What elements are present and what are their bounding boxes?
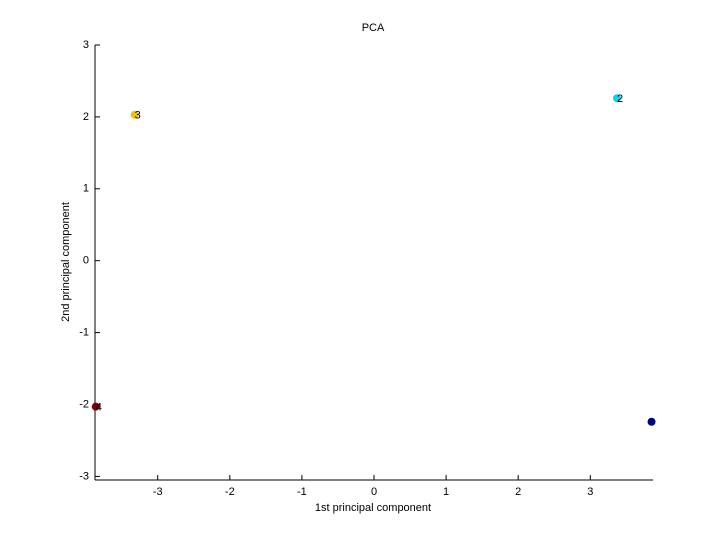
y-tick-label: -2 — [79, 398, 89, 410]
x-tick-label: 3 — [587, 486, 593, 498]
point — [130, 110, 139, 119]
point-label: 4 — [96, 402, 102, 414]
x-tick-label: 0 — [371, 486, 377, 498]
point — [91, 402, 100, 411]
point-label: 2 — [617, 93, 623, 105]
x-tick-label: 1 — [443, 486, 449, 498]
x-tick-label: -2 — [225, 486, 235, 498]
chart-title: PCA — [362, 22, 385, 34]
x-axis-label: 1st principal component — [315, 502, 431, 514]
x-tick-label: 2 — [515, 486, 521, 498]
x-tick-label: -3 — [153, 486, 163, 498]
point — [612, 94, 621, 103]
y-axis-label: 2nd principal component — [60, 202, 72, 322]
y-tick-label: -1 — [79, 327, 89, 339]
y-tick-label: 0 — [83, 255, 89, 267]
y-tick-label: 3 — [83, 39, 89, 51]
point-label: 3 — [135, 110, 141, 122]
x-tick-label: -1 — [297, 486, 307, 498]
y-tick-label: -3 — [79, 470, 89, 482]
y-tick-label: 1 — [83, 183, 89, 195]
y-tick-label: 2 — [83, 111, 89, 123]
point — [647, 417, 656, 426]
